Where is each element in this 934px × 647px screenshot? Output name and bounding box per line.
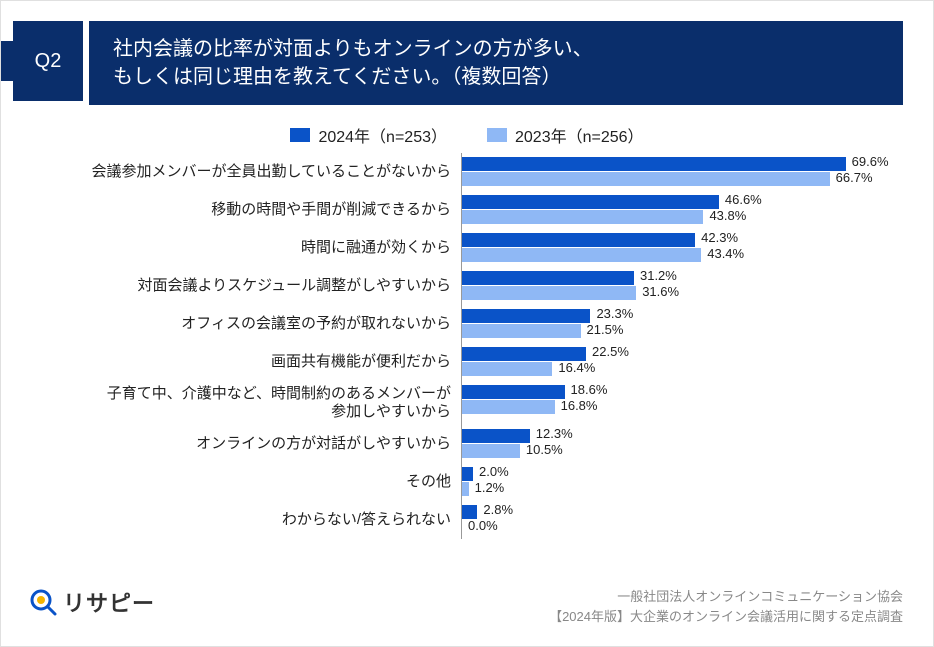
bar-group: 12.3%10.5%: [461, 425, 903, 463]
bar-2023: [462, 362, 552, 376]
value-label-2023: 66.7%: [836, 170, 873, 185]
bar-2024: [462, 347, 586, 361]
category-label: わからない/答えられない: [21, 511, 461, 529]
footer-credit: 一般社団法人オンラインコミュニケーション協会 【2024年版】大企業のオンライン…: [549, 587, 903, 626]
value-label-2024: 69.6%: [852, 154, 889, 169]
legend-label-2024: 2024年（n=253）: [318, 123, 447, 147]
logo: リサピー: [29, 586, 155, 618]
chart-row: オンラインの方が対話がしやすいから12.3%10.5%: [21, 425, 903, 463]
bar-2023: [462, 286, 636, 300]
bar-2024: [462, 233, 695, 247]
bar-group: 2.0%1.2%: [461, 463, 903, 501]
value-label-2024: 22.5%: [592, 344, 629, 359]
value-label-2023: 16.4%: [558, 360, 595, 375]
question-number: Q2: [13, 21, 83, 101]
value-label-2024: 2.0%: [479, 464, 509, 479]
category-label: その他: [21, 473, 461, 491]
category-label: 対面会議よりスケジュール調整がしやすいから: [21, 277, 461, 295]
bar-group: 31.2%31.6%: [461, 267, 903, 305]
chart-row: わからない/答えられない2.8%0.0%: [21, 501, 903, 539]
title-line-1: 社内会議の比率が対面よりもオンラインの方が多い、: [113, 35, 879, 63]
bar-2023: [462, 324, 581, 338]
category-label: 移動の時間や手間が削減できるから: [21, 201, 461, 219]
value-label-2023: 43.4%: [707, 246, 744, 261]
bar-2024: [462, 467, 473, 481]
value-label-2024: 23.3%: [596, 306, 633, 321]
category-label: 画面共有機能が便利だから: [21, 353, 461, 371]
question-title: 社内会議の比率が対面よりもオンラインの方が多い、 もしくは同じ理由を教えてくださ…: [89, 21, 903, 105]
bar-2023: [462, 482, 469, 496]
chart-row: 時間に融通が効くから42.3%43.4%: [21, 229, 903, 267]
legend: 2024年（n=253） 2023年（n=256）: [1, 123, 933, 147]
category-label: 時間に融通が効くから: [21, 239, 461, 257]
category-label: 子育て中、介護中など、時間制約のあるメンバーが参加しやすいから: [21, 385, 461, 421]
value-label-2023: 0.0%: [468, 518, 498, 533]
chart-row: 会議参加メンバーが全員出勤していることがないから69.6%66.7%: [21, 153, 903, 191]
logo-icon: [29, 588, 57, 616]
legend-swatch-2023: [487, 128, 507, 142]
value-label-2024: 2.8%: [483, 502, 513, 517]
value-label-2024: 42.3%: [701, 230, 738, 245]
bar-chart: 会議参加メンバーが全員出勤していることがないから69.6%66.7%移動の時間や…: [1, 153, 933, 539]
bar-group: 46.6%43.8%: [461, 191, 903, 229]
bar-group: 22.5%16.4%: [461, 343, 903, 381]
value-label-2024: 18.6%: [571, 382, 608, 397]
logo-text: リサピー: [63, 586, 155, 618]
title-line-2: もしくは同じ理由を教えてください。（複数回答）: [113, 63, 879, 91]
value-label-2024: 46.6%: [725, 192, 762, 207]
bar-2024: [462, 309, 590, 323]
value-label-2023: 16.8%: [561, 398, 598, 413]
chart-card: Q2 社内会議の比率が対面よりもオンラインの方が多い、 もしくは同じ理由を教えて…: [0, 0, 934, 647]
bar-2024: [462, 385, 565, 399]
bar-2024: [462, 505, 477, 519]
footer-line-1: 一般社団法人オンラインコミュニケーション協会: [549, 587, 903, 607]
value-label-2023: 31.6%: [642, 284, 679, 299]
chart-row: 画面共有機能が便利だから22.5%16.4%: [21, 343, 903, 381]
legend-item-2024: 2024年（n=253）: [290, 123, 447, 147]
bar-2023: [462, 248, 701, 262]
chart-row: その他2.0%1.2%: [21, 463, 903, 501]
footer-line-2: 【2024年版】大企業のオンライン会議活用に関する定点調査: [549, 607, 903, 627]
value-label-2023: 43.8%: [709, 208, 746, 223]
value-label-2024: 12.3%: [536, 426, 573, 441]
legend-label-2023: 2023年（n=256）: [515, 123, 644, 147]
value-label-2023: 21.5%: [587, 322, 624, 337]
bar-2024: [462, 195, 719, 209]
chart-row: 対面会議よりスケジュール調整がしやすいから31.2%31.6%: [21, 267, 903, 305]
chart-row: 移動の時間や手間が削減できるから46.6%43.8%: [21, 191, 903, 229]
header: Q2 社内会議の比率が対面よりもオンラインの方が多い、 もしくは同じ理由を教えて…: [1, 21, 933, 105]
bar-group: 42.3%43.4%: [461, 229, 903, 267]
bar-group: 23.3%21.5%: [461, 305, 903, 343]
category-label: 会議参加メンバーが全員出勤していることがないから: [21, 163, 461, 181]
bar-group: 2.8%0.0%: [461, 501, 903, 539]
legend-swatch-2024: [290, 128, 310, 142]
bar-2024: [462, 271, 634, 285]
bar-2024: [462, 429, 530, 443]
value-label-2023: 1.2%: [475, 480, 505, 495]
value-label-2024: 31.2%: [640, 268, 677, 283]
accent-bar: [1, 41, 13, 81]
bar-2023: [462, 210, 703, 224]
chart-row: 子育て中、介護中など、時間制約のあるメンバーが参加しやすいから18.6%16.8…: [21, 381, 903, 425]
value-label-2023: 10.5%: [526, 442, 563, 457]
legend-item-2023: 2023年（n=256）: [487, 123, 644, 147]
bar-group: 18.6%16.8%: [461, 381, 903, 425]
category-label: オンラインの方が対話がしやすいから: [21, 435, 461, 453]
chart-row: オフィスの会議室の予約が取れないから23.3%21.5%: [21, 305, 903, 343]
bar-2023: [462, 400, 555, 414]
bar-2023: [462, 172, 830, 186]
bar-2024: [462, 157, 846, 171]
bar-2023: [462, 444, 520, 458]
bar-group: 69.6%66.7%: [461, 153, 903, 191]
category-label: オフィスの会議室の予約が取れないから: [21, 315, 461, 333]
